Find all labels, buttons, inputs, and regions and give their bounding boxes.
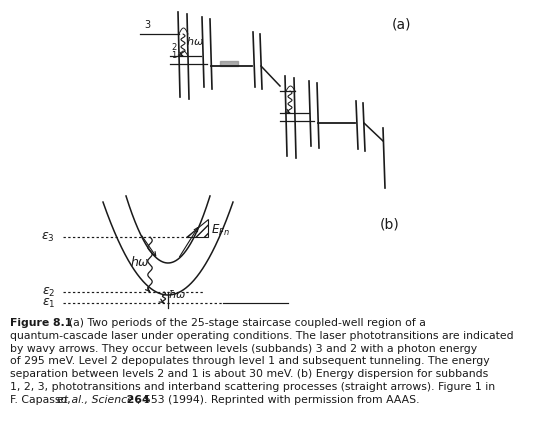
Text: $h\omega$: $h\omega$ [130,256,150,269]
Text: 3: 3 [144,20,150,30]
Text: 2: 2 [171,43,176,52]
Text: separation between levels 2 and 1 is about 30 meV. (b) Energy dispersion for sub: separation between levels 2 and 1 is abo… [10,369,488,379]
Text: 1, 2, 3, phototransitions and interband scattering processes (straight arrows). : 1, 2, 3, phototransitions and interband … [10,382,495,392]
Text: (b): (b) [380,218,400,232]
Text: (a) Two periods of the 25-stage staircase coupled-well region of a: (a) Two periods of the 25-stage staircas… [62,318,426,328]
Text: F. Capasso,: F. Capasso, [10,395,74,405]
Text: 1: 1 [171,51,176,60]
Text: of 295 meV. Level 2 depopulates through level 1 and subsequent tunneling. The en: of 295 meV. Level 2 depopulates through … [10,356,490,367]
Text: $h\omega$: $h\omega$ [186,35,204,47]
Text: $\varepsilon_2$: $\varepsilon_2$ [42,286,55,299]
Text: $\varepsilon_1$: $\varepsilon_1$ [42,297,55,310]
Text: $\hbar\omega$: $\hbar\omega$ [168,289,187,301]
Text: , 553 (1994). Reprinted with permission from AAAS.: , 553 (1994). Reprinted with permission … [137,395,420,405]
Text: $\varepsilon_3$: $\varepsilon_3$ [42,231,55,244]
Text: quantum-cascade laser under operating conditions. The laser phototransitions are: quantum-cascade laser under operating co… [10,331,514,341]
Text: by wavy arrows. They occur between levels (subbands) 3 and 2 with a photon energ: by wavy arrows. They occur between level… [10,344,477,354]
Text: et al., Science: et al., Science [57,395,134,405]
Text: $E_{Fn}$: $E_{Fn}$ [211,223,230,238]
Text: 264: 264 [123,395,150,405]
Text: (a): (a) [392,18,411,32]
Text: Figure 8.1: Figure 8.1 [10,318,72,328]
